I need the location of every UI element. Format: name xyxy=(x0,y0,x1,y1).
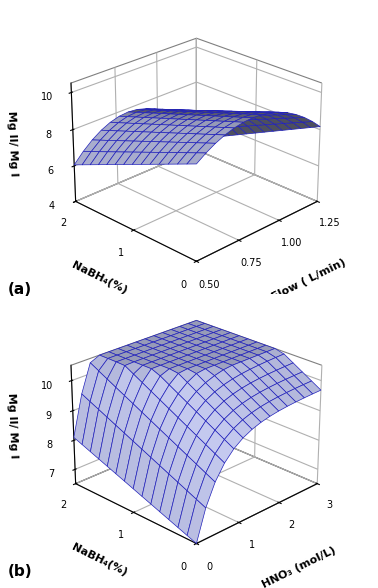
Y-axis label: NaBH₄(%): NaBH₄(%) xyxy=(70,542,129,578)
Text: (a): (a) xyxy=(8,282,32,297)
X-axis label: HNO₃ (mol/L): HNO₃ (mol/L) xyxy=(260,544,337,588)
Y-axis label: NaBH₄(%): NaBH₄(%) xyxy=(70,260,129,296)
X-axis label: Ar  Flow ( L/min): Ar Flow ( L/min) xyxy=(250,258,347,312)
Text: (b): (b) xyxy=(8,564,32,579)
